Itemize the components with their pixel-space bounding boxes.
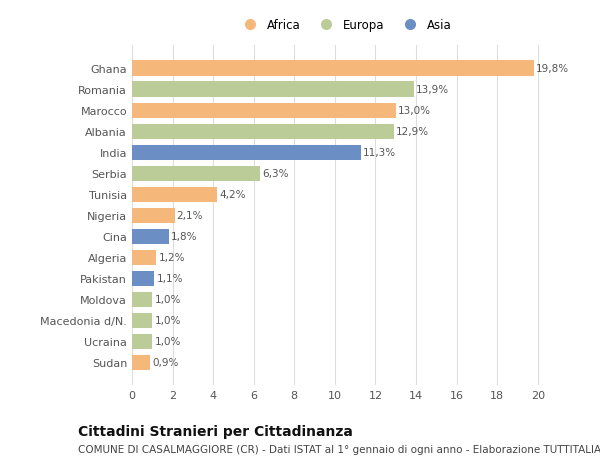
- Bar: [132, 82, 414, 97]
- Legend: Africa, Europa, Asia: Africa, Europa, Asia: [233, 14, 457, 37]
- Bar: [132, 271, 154, 286]
- Text: 11,3%: 11,3%: [363, 148, 397, 158]
- Text: 1,0%: 1,0%: [154, 316, 181, 325]
- Bar: [132, 145, 361, 160]
- Text: 1,0%: 1,0%: [154, 336, 181, 347]
- Text: 1,1%: 1,1%: [157, 274, 183, 284]
- Bar: [132, 208, 175, 223]
- Text: 19,8%: 19,8%: [536, 64, 569, 74]
- Text: 2,1%: 2,1%: [176, 211, 203, 221]
- Text: 13,0%: 13,0%: [398, 106, 431, 116]
- Text: 4,2%: 4,2%: [219, 190, 246, 200]
- Text: 1,2%: 1,2%: [158, 253, 185, 263]
- Text: Cittadini Stranieri per Cittadinanza: Cittadini Stranieri per Cittadinanza: [78, 425, 353, 438]
- Text: 1,0%: 1,0%: [154, 295, 181, 305]
- Bar: [132, 124, 394, 140]
- Bar: [132, 166, 260, 181]
- Bar: [132, 103, 396, 118]
- Bar: [132, 250, 157, 265]
- Bar: [132, 355, 150, 370]
- Text: 1,8%: 1,8%: [170, 232, 197, 242]
- Text: 6,3%: 6,3%: [262, 169, 289, 179]
- Text: 0,9%: 0,9%: [152, 358, 179, 368]
- Text: 12,9%: 12,9%: [396, 127, 429, 137]
- Bar: [132, 62, 533, 77]
- Bar: [132, 292, 152, 307]
- Bar: [132, 334, 152, 349]
- Bar: [132, 187, 217, 202]
- Text: COMUNE DI CASALMAGGIORE (CR) - Dati ISTAT al 1° gennaio di ogni anno - Elaborazi: COMUNE DI CASALMAGGIORE (CR) - Dati ISTA…: [78, 444, 600, 454]
- Text: 13,9%: 13,9%: [416, 85, 449, 95]
- Bar: [132, 313, 152, 328]
- Bar: [132, 229, 169, 244]
